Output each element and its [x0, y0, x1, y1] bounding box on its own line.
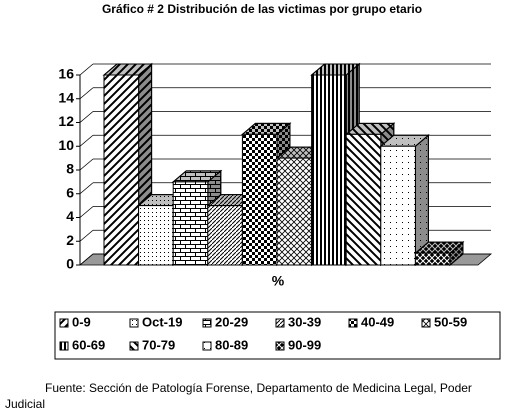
chart: Gráfico # 2 Distribución de las victimas… [54, 2, 501, 360]
legend-label: 40-49 [361, 314, 394, 329]
legend-swatch [129, 318, 139, 328]
grid-line [79, 63, 94, 76]
legend-swatch [275, 341, 285, 351]
y-tick-label: 12 [58, 113, 74, 129]
x-tick-label: % [272, 273, 285, 289]
legend-swatch [59, 318, 69, 328]
legend-label: 60-69 [72, 337, 105, 352]
legend-swatch [202, 341, 212, 351]
legend-swatch [275, 318, 285, 328]
grid-line [79, 134, 94, 147]
legend-label: 90-99 [288, 337, 321, 352]
y-tick-label: 16 [58, 66, 74, 82]
y-tick-label: 2 [66, 232, 74, 248]
y-tick-label: 14 [58, 89, 74, 105]
bar [103, 74, 140, 266]
grid-line [79, 182, 94, 195]
legend-label: Oct-19 [142, 314, 182, 329]
y-tick-label: 10 [58, 137, 74, 153]
bar [276, 157, 313, 266]
legend-label: 70-79 [142, 337, 175, 352]
bar [380, 145, 416, 266]
bar [414, 252, 451, 266]
grid-line [79, 229, 94, 242]
y-tick-label: 6 [66, 184, 74, 200]
legend-swatch [59, 341, 69, 351]
legend-swatch [202, 318, 212, 328]
bar [345, 133, 382, 266]
grid-line [79, 111, 94, 123]
grid-line [79, 158, 94, 171]
chart-title: Gráfico # 2 Distribución de las victimas… [102, 2, 422, 16]
grid-line [79, 87, 94, 100]
grid-line [79, 206, 94, 218]
legend-label: 80-89 [215, 337, 248, 352]
y-tick-label: 4 [66, 208, 74, 224]
legend-swatch [348, 318, 358, 328]
bar [311, 74, 347, 266]
legend-label: 0-9 [72, 314, 91, 329]
legend-label: 50-59 [434, 314, 467, 329]
source-note: Fuente: Sección de Patología Forense, De… [5, 381, 472, 411]
grid-line [79, 253, 94, 266]
legend-label: 20-29 [215, 314, 248, 329]
bar [138, 205, 174, 266]
y-tick-label: 8 [66, 161, 74, 177]
bar [172, 181, 209, 266]
legend-box [54, 311, 501, 360]
legend-swatch [421, 318, 431, 328]
bar [241, 133, 278, 266]
legend-label: 30-39 [288, 314, 321, 329]
y-tick-label: 0 [66, 256, 74, 272]
legend-swatch [129, 341, 139, 351]
bar [207, 205, 243, 266]
